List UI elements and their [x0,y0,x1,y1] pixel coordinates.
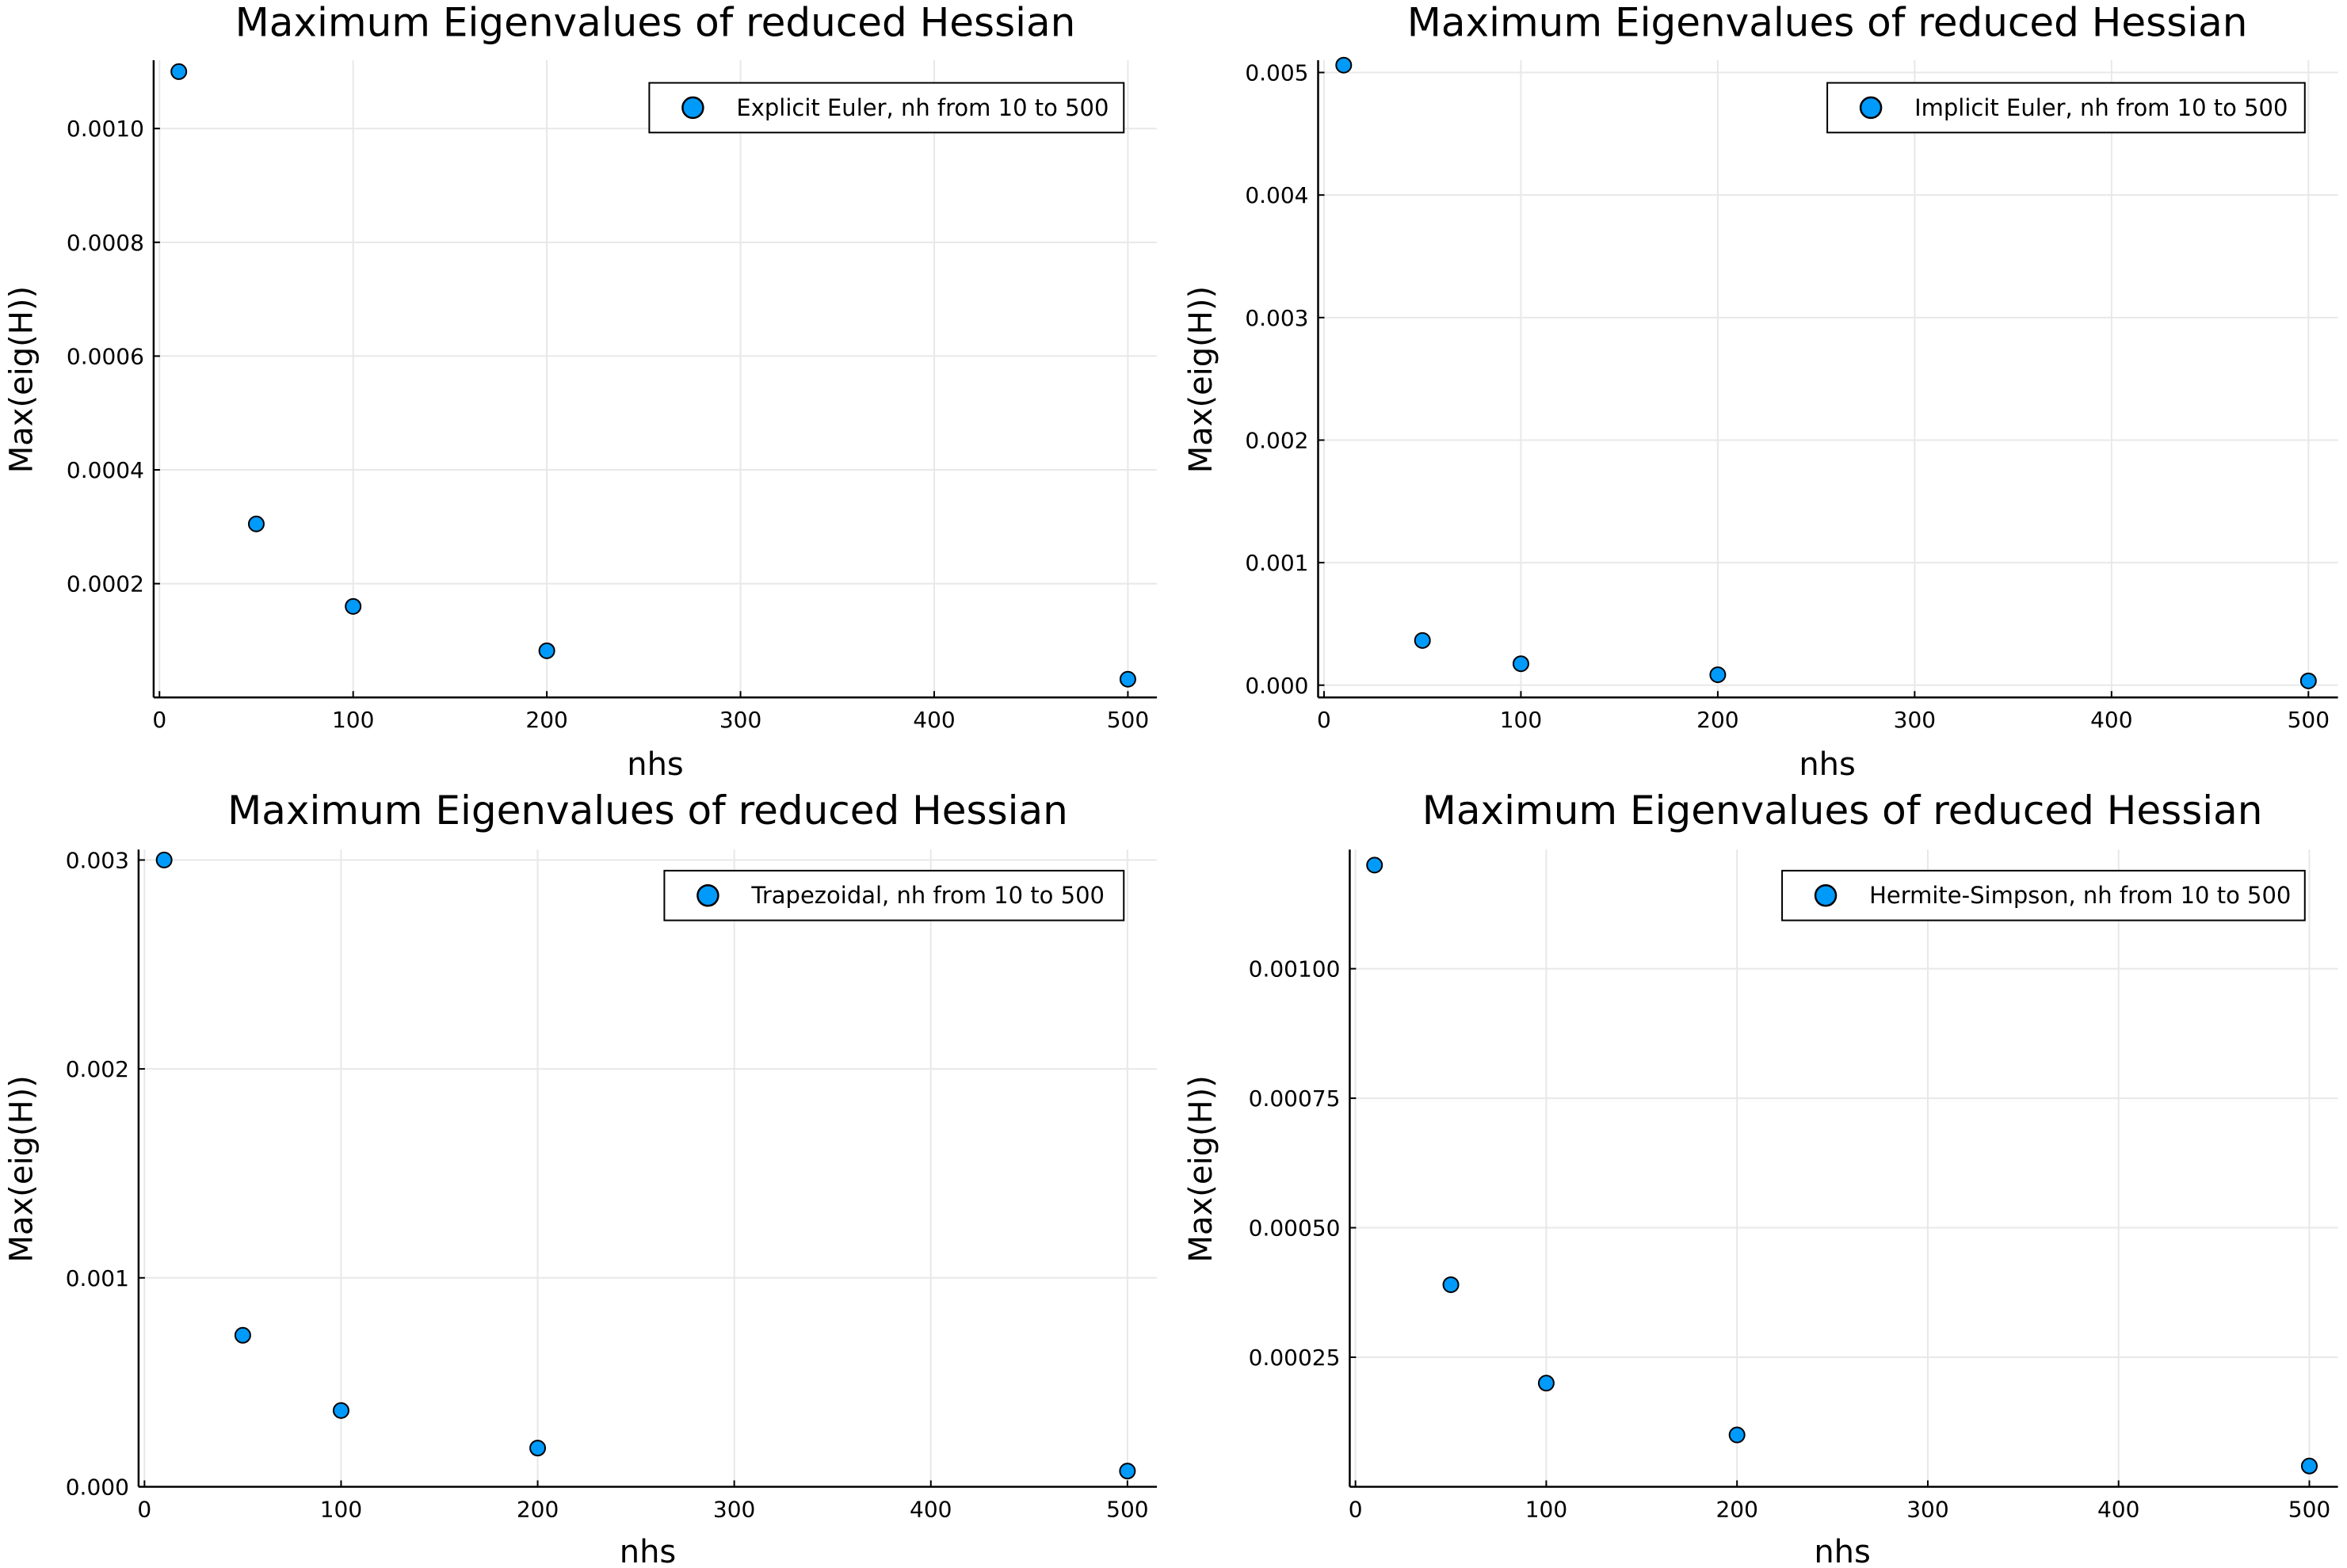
data-point [1537,1375,1555,1392]
chart-title: Maximum Eigenvalues of reduced Hessian [227,788,1068,834]
data-point [345,597,362,615]
chart-panel-1: 0 100 200 300 400 500 0.0002 0.0004 0.0006 0.0008… [4,0,1158,783]
x-tick-label: 0 [137,1496,151,1522]
data-point [1414,631,1431,649]
x-tick-label: 100 [320,1496,362,1522]
legend-label: Explicit Euler, nh from 10 to 500 [736,94,1109,121]
x-axis-label: nhs [1799,746,1856,783]
chart-title: Maximum Eigenvalues of reduced Hessian [1422,788,2263,834]
chart-title: Maximum Eigenvalues of reduced Hessian [235,0,1076,46]
x-tick-label: 100 [1525,1496,1567,1522]
x-tick-label: 200 [517,1496,559,1522]
y-tick-label: 0.00050 [1249,1215,1341,1242]
y-tick-label: 0.000 [1245,673,1308,699]
y-tick-label: 0.0010 [67,116,144,142]
x-tick-label: 200 [1715,1496,1757,1522]
legend-box [1826,82,2306,134]
y-tick-label: 0.001 [66,1265,129,1291]
data-point [1119,670,1136,688]
legend-label: Implicit Euler, nh from 10 to 500 [1914,94,2288,121]
data-point [247,515,265,532]
x-tick-label: 100 [332,707,374,733]
x-tick-label: 200 [525,707,567,733]
chart-panel-4: 0 100 200 300 400 500 0.00025 0.00050 0.00075 0.0… [1183,788,2338,1568]
x-tick-label: 100 [1500,707,1542,733]
x-tick-label: 400 [2090,707,2132,733]
x-tick-label: 500 [2288,1496,2330,1522]
x-axis-label: nhs [620,1534,677,1565]
x-tick-label: 300 [1894,707,1936,733]
y-tick-label: 0.0004 [67,457,144,483]
legend-marker [1814,883,1838,907]
y-tick-label: 0.004 [1245,182,1308,208]
data-point [155,851,173,868]
legend-marker [696,883,719,907]
legend-label: Hermite-Simpson, nh from 10 to 500 [1869,882,2291,909]
y-tick-label: 0.0006 [67,343,144,369]
x-tick-label: 400 [910,1496,952,1522]
data-point [2299,672,2317,689]
legend-marker [681,96,704,120]
y-tick-label: 0.00100 [1249,956,1341,982]
chart-title: Maximum Eigenvalues of reduced Hessian [1407,0,2248,46]
x-axis-label: nhs [627,746,684,783]
data-point [1512,655,1529,673]
x-tick-label: 300 [719,707,761,733]
y-axis-label: Max(eig(H)) [4,286,40,473]
data-point [529,1440,547,1457]
y-tick-label: 0.00075 [1249,1085,1341,1112]
y-tick-label: 0.0008 [67,230,144,256]
chart-panel-2: 0 100 200 300 400 500 0.000 0.001 0.002 0.003 0.00… [1183,0,2338,783]
data-point [1119,1463,1136,1480]
x-tick-label: 500 [2288,707,2330,733]
y-axis-label: Max(eig(H)) [1183,286,1219,473]
y-tick-label: 0.0002 [67,571,144,597]
x-axis-label: nhs [1814,1534,1871,1565]
data-point [1728,1426,1746,1444]
legend-label: Trapezoidal, nh from 10 to 500 [750,882,1105,909]
data-point [1335,56,1353,74]
x-tick-label: 300 [1906,1496,1948,1522]
data-point [1442,1276,1460,1293]
y-axis-label: Max(eig(H)) [1183,1075,1219,1262]
data-point [170,63,188,80]
y-tick-label: 0.00025 [1249,1345,1341,1371]
y-tick-label: 0.003 [66,847,129,873]
y-axis-label: Max(eig(H)) [4,1075,40,1262]
y-tick-label: 0.002 [66,1056,129,1082]
x-tick-label: 400 [913,707,955,733]
legend-box [648,82,1125,134]
y-tick-label: 0.000 [66,1474,129,1500]
data-point [332,1402,349,1419]
y-tick-label: 0.002 [1245,427,1308,453]
data-point [2300,1457,2318,1475]
y-tick-label: 0.003 [1245,305,1308,331]
y-tick-label: 0.001 [1245,550,1308,576]
data-point [1366,856,1383,874]
chart-panel-3: 0 100 200 300 400 500 0.000 0.001 0.002 0.003 Maxi… [4,788,1158,1568]
x-tick-label: 500 [1106,1496,1148,1522]
x-tick-label: 300 [713,1496,755,1522]
y-tick-label: 0.005 [1245,60,1308,86]
x-tick-label: 0 [1349,1496,1363,1522]
data-point [1709,666,1727,684]
x-tick-label: 500 [1107,707,1149,733]
x-tick-label: 400 [2097,1496,2139,1522]
legend-box [1781,869,2306,921]
x-tick-label: 0 [152,707,166,733]
data-point [234,1326,251,1344]
data-point [538,642,555,659]
legend-box [663,869,1125,921]
legend-marker [1859,96,1883,120]
x-tick-label: 200 [1696,707,1738,733]
x-tick-label: 0 [1317,707,1331,733]
